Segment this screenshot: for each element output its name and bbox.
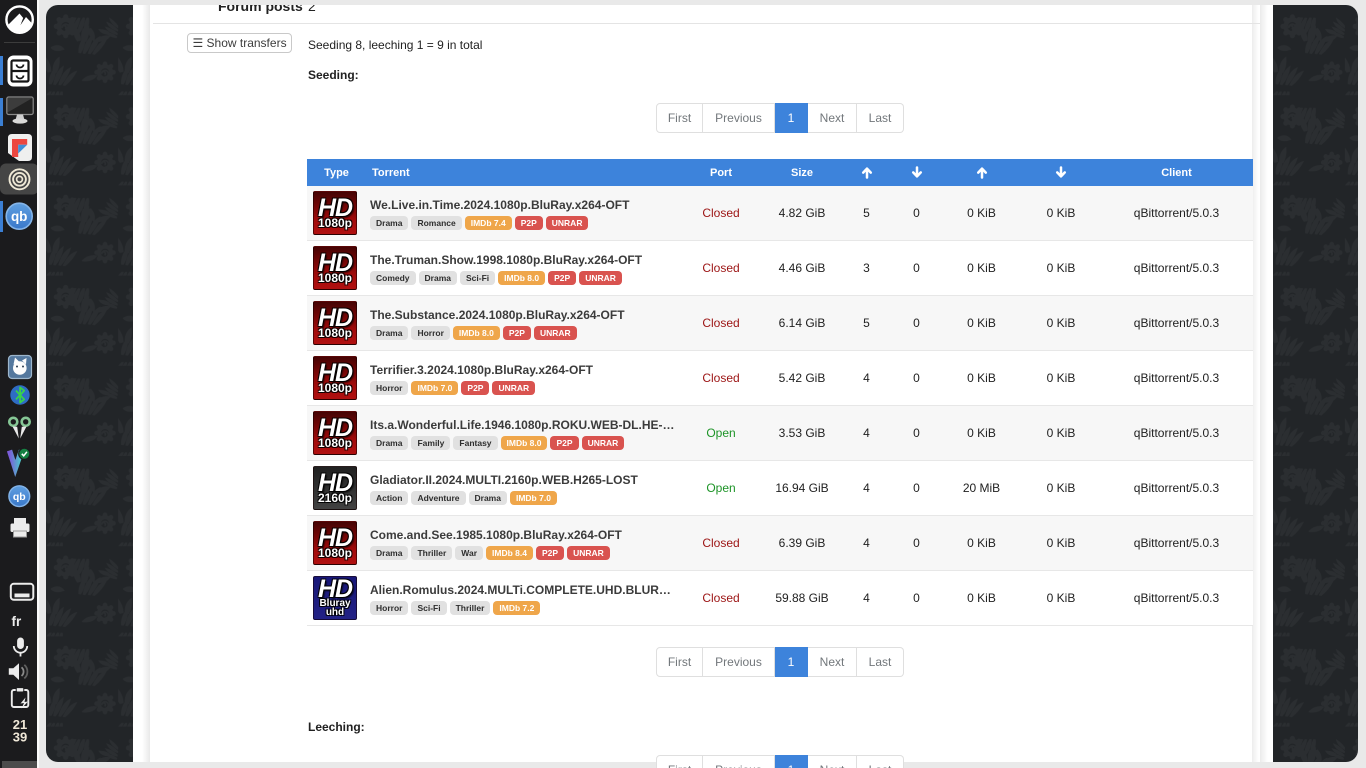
svg-text:39: 39 (13, 730, 27, 745)
svg-text:qb: qb (11, 209, 28, 224)
svg-text:qb: qb (13, 491, 26, 503)
svg-text:fr: fr (12, 614, 22, 629)
svg-text:21: 21 (13, 717, 27, 732)
